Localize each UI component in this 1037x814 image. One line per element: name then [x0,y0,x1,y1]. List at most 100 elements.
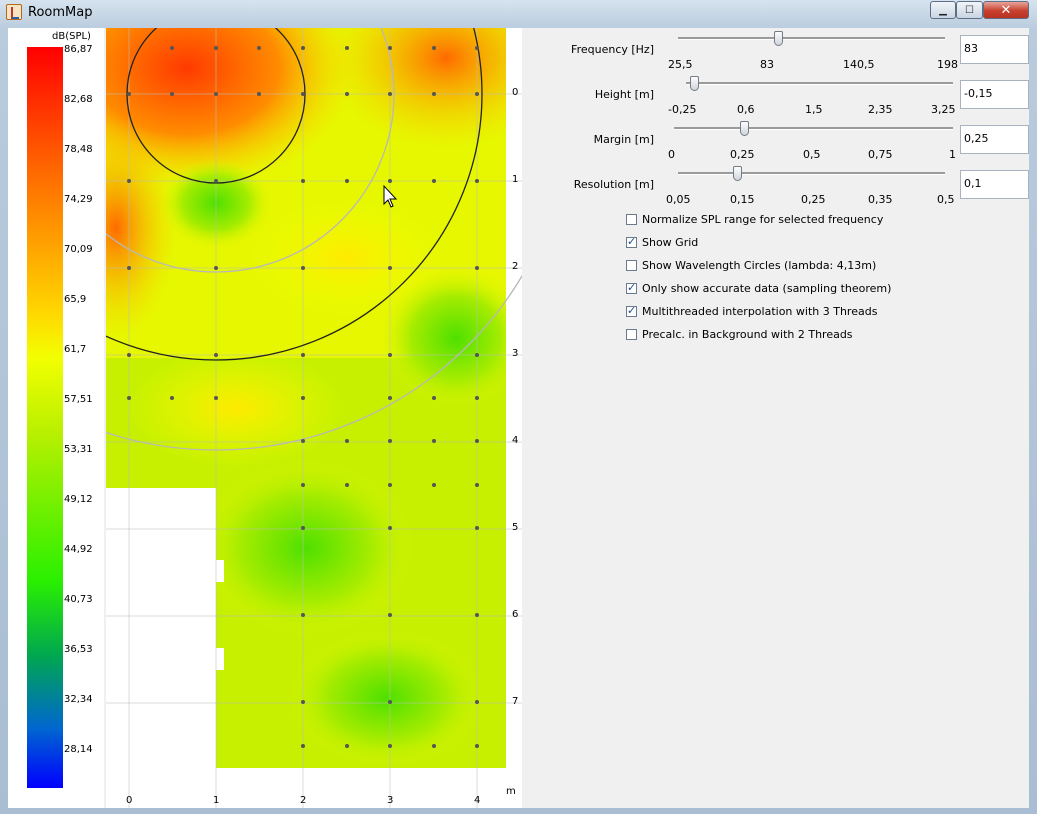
margin-tick: 1 [949,148,956,161]
precalc-checkbox-row[interactable]: Precalc. in Background with 2 Threads [626,326,853,342]
wavelength-circle [106,274,522,451]
minimize-icon: ▁ [939,4,947,16]
height-tick: 3,25 [931,103,956,116]
y-tick-label: 2 [512,261,519,272]
notch [214,560,224,582]
legend-label: 28,14 [64,744,93,755]
frequency-slider-track[interactable] [678,37,945,40]
height-tick: 2,35 [868,103,893,116]
y-tick-label: 7 [512,696,519,707]
resolution-tick: 0,05 [666,193,691,206]
legend-label: 44,92 [64,544,93,555]
wavelength-circles-checkbox-row[interactable]: Show Wavelength Circles (lambda: 4,13m) [626,257,876,273]
legend-label: 57,51 [64,394,93,405]
x-tick-label: 1 [213,795,220,806]
title-bar[interactable]: RoomMap ▁ ☐ ✕ [0,0,1037,24]
height-tick: -0,25 [668,103,697,116]
precalc-checkbox[interactable] [626,328,637,340]
legend-label: 36,53 [64,644,93,655]
frequency-tick: 83 [760,58,774,71]
margin-input[interactable]: 0,25 [960,125,1029,154]
spl-legend: dB(SPL) 86,87 82,68 78,48 74,29 70,09 65… [8,28,104,808]
close-button[interactable]: ✕ [983,1,1029,19]
wavelength-circles-checkbox-label: Show Wavelength Circles (lambda: 4,13m) [642,258,877,272]
client-area: dB(SPL) 86,87 82,68 78,48 74,29 70,09 65… [8,28,1029,808]
wavelength-circle [106,28,395,273]
legend-label: 61,7 [64,344,87,355]
margin-tick: 0 [668,148,675,161]
height-input[interactable]: -0,15 [960,80,1029,109]
show-grid-checkbox-row[interactable]: Show Grid [626,234,698,250]
heatmap-canvas[interactable] [106,28,522,808]
height-slider-thumb[interactable] [690,76,699,91]
excluded-area [106,488,216,808]
measurement-points [127,46,479,748]
accurate-data-checkbox-row[interactable]: Only show accurate data (sampling theore… [626,280,891,296]
close-icon: ✕ [1000,2,1012,18]
room-spl-map[interactable]: 0 1 2 3 4 5 6 7 0 1 2 3 4 m [106,28,522,808]
frequency-tick: 140,5 [843,58,875,71]
green-zone [286,628,486,768]
resolution-label: Resolution [m] [573,178,654,191]
margin-label: Margin [m] [593,133,654,146]
normalize-checkbox[interactable] [626,213,637,225]
legend-label: 70,09 [64,244,93,255]
legend-label: 78,48 [64,144,93,155]
hot-zone-topright [326,28,522,148]
excluded-area-bottom [216,768,522,808]
notch [214,648,224,670]
frequency-slider-thumb[interactable] [774,31,784,46]
mouse-cursor-icon [383,184,398,208]
excluded-area-right [506,28,522,808]
resolution-input[interactable]: 0,1 [960,170,1029,199]
multithreaded-checkbox[interactable] [626,304,637,317]
margin-tick: 0,25 [730,148,755,161]
height-slider-track[interactable] [686,82,953,85]
y-tick-label: 1 [512,174,519,185]
frequency-input[interactable]: 83 [960,35,1029,64]
window-title: RoomMap [28,5,93,20]
unit-label: m [506,786,516,797]
hot-zone-left [106,118,176,338]
legend-label: 32,34 [64,694,93,705]
resolution-slider-track[interactable] [678,172,945,175]
maximize-button[interactable]: ☐ [956,1,983,19]
normalize-checkbox-row[interactable]: Normalize SPL range for selected frequen… [626,211,883,227]
wavelength-circle [106,28,483,361]
resolution-tick: 0,15 [730,193,755,206]
legend-label: 82,68 [64,94,93,105]
maximize-icon: ☐ [965,4,974,16]
java-app-icon [6,4,22,20]
yellow-zone [126,348,346,468]
frequency-label: Frequency [Hz] [571,43,654,56]
minimize-button[interactable]: ▁ [930,1,956,19]
margin-slider-thumb[interactable] [739,121,749,136]
yellow-zone [246,198,446,318]
legend-label: 40,73 [64,594,93,605]
legend-title: dB(SPL) [52,31,91,42]
resolution-slider-thumb[interactable] [732,166,742,181]
legend-label: 65,9 [64,294,87,305]
accurate-data-checkbox[interactable] [626,281,637,294]
multithreaded-checkbox-label: Multithreaded interpolation with 3 Threa… [642,304,878,318]
normalize-checkbox-label: Normalize SPL range for selected frequen… [642,212,884,226]
margin-slider-track[interactable] [674,127,953,130]
legend-label: 53,31 [64,444,93,455]
legend-label: 74,29 [64,194,93,205]
show-grid-checkbox-label: Show Grid [642,235,699,249]
margin-tick: 0,5 [803,148,821,161]
resolution-tick: 0,5 [937,193,955,206]
height-tick: 0,6 [737,103,755,116]
resolution-tick: 0,35 [868,193,893,206]
frequency-tick: 198 [937,58,958,71]
green-zone [196,458,416,638]
y-tick-label: 3 [512,348,519,359]
show-grid-checkbox[interactable] [626,235,637,248]
legend-label: 49,12 [64,494,93,505]
multithreaded-checkbox-row[interactable]: Multithreaded interpolation with 3 Threa… [626,303,877,319]
wavelength-circles-checkbox[interactable] [626,259,637,271]
hot-zone-topleft [106,28,356,188]
y-tick-label: 5 [512,522,519,533]
x-tick-label: 2 [300,795,307,806]
frequency-tick: 25,5 [668,58,693,71]
